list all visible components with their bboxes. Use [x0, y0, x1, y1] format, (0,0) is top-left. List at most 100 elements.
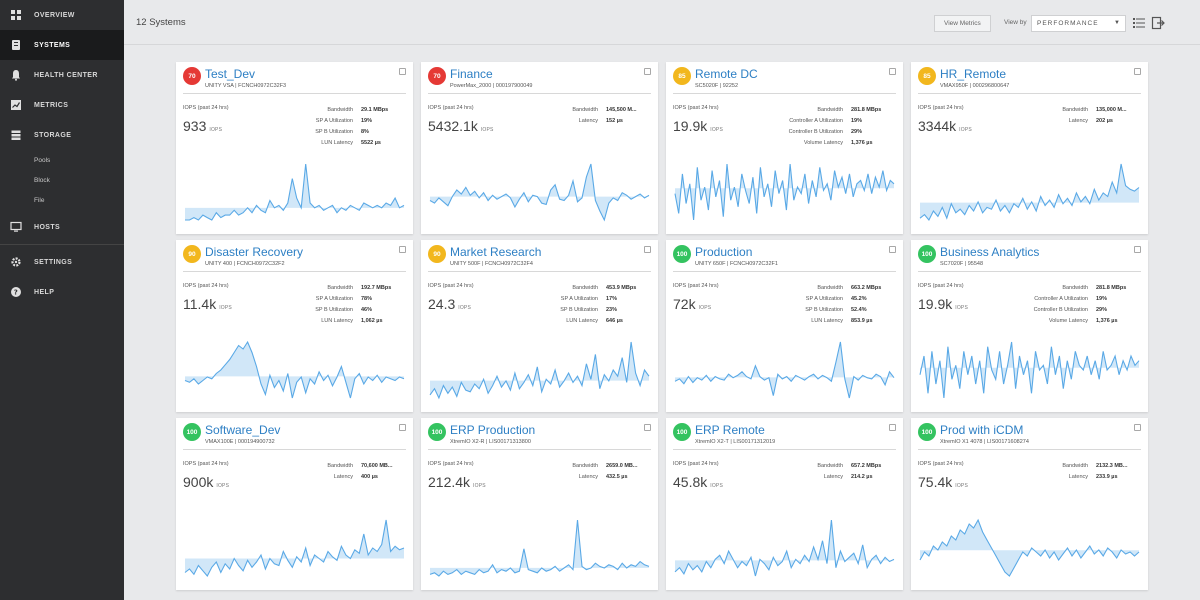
list-view-icon[interactable]	[1132, 16, 1146, 30]
metric-label: SP A Utilization	[315, 295, 353, 302]
nav-item-settings[interactable]: SETTINGS	[0, 247, 124, 277]
health-score-badge: 100	[918, 245, 936, 263]
sparkline-area	[430, 520, 649, 576]
card-divider	[673, 271, 896, 272]
select-checkbox[interactable]	[399, 424, 406, 431]
iops-label: IOPS (past 24 hrs)	[918, 461, 964, 467]
nav-item-systems[interactable]: SYSTEMS	[0, 30, 124, 60]
iops-value: 5432.1k IOPS	[428, 118, 494, 134]
nav-item-label: HELP	[34, 288, 55, 296]
metric-row: Volume Latency 1,376 µs	[1034, 315, 1140, 326]
export-icon[interactable]	[1151, 16, 1165, 30]
nav-subitem-pools[interactable]: Pools	[34, 156, 51, 164]
select-checkbox[interactable]	[1134, 68, 1141, 75]
card-header: 85 Remote DC SC5020F | 92252	[666, 62, 903, 95]
sparkline-line	[674, 341, 895, 399]
iops-number: 45.8k	[673, 474, 708, 490]
system-name-link[interactable]: Software_Dev	[205, 423, 281, 437]
select-checkbox[interactable]	[644, 246, 651, 253]
view-metrics-button[interactable]: View Metrics	[934, 15, 991, 32]
metric-row: Bandwidth 2132.3 MB...	[1062, 460, 1140, 471]
nav-item-hosts[interactable]: HOSTS	[0, 212, 124, 242]
metric-value: 5522 µs	[361, 139, 381, 146]
nav-item-storage[interactable]: STORAGE	[0, 120, 124, 150]
iops-sparkline	[674, 519, 895, 577]
system-card[interactable]: 85 Remote DC SC5020F | 92252 IOPS (past …	[666, 62, 903, 234]
metric-label: Bandwidth	[572, 462, 598, 469]
select-checkbox[interactable]	[399, 246, 406, 253]
system-name-link[interactable]: Remote DC	[695, 67, 758, 81]
metric-value: 1,062 µs	[361, 317, 383, 324]
metric-row: SP B Utilization 8%	[315, 126, 405, 137]
system-card[interactable]: 100 Business Analytics SC7020F | 95548 I…	[911, 240, 1148, 412]
sparkline-line	[919, 163, 1140, 222]
system-name-link[interactable]: Market Research	[450, 245, 542, 259]
metric-value: 2132.3 MB...	[1096, 462, 1128, 469]
metric-row: Bandwidth 281.8 MBps	[789, 104, 895, 115]
nav-subitem-block[interactable]: Block	[34, 176, 50, 184]
card-divider	[918, 449, 1141, 450]
nav-item-overview[interactable]: OVERVIEW	[0, 0, 124, 30]
system-card[interactable]: 90 Market Research UNITY 500F | FCNCH097…	[421, 240, 658, 412]
storage-icon	[10, 129, 22, 141]
metric-value: 46%	[361, 306, 373, 313]
system-name-link[interactable]: ERP Remote	[695, 423, 765, 437]
nav-subitem-file[interactable]: File	[34, 196, 45, 204]
iops-value: 75.4k IOPS	[918, 474, 968, 490]
system-card[interactable]: 70 Test_Dev UNITY VSA | FCNCH0972C32F3 I…	[176, 62, 413, 234]
system-name-link[interactable]: HR_Remote	[940, 67, 1007, 81]
system-name-link[interactable]: Test_Dev	[205, 67, 256, 81]
metric-row: SP B Utilization 23%	[560, 304, 650, 315]
system-card[interactable]: 90 Disaster Recovery UNITY 400 | FCNCH09…	[176, 240, 413, 412]
select-checkbox[interactable]	[1134, 424, 1141, 431]
select-checkbox[interactable]	[399, 68, 406, 75]
metric-value: 453.9 MBps	[606, 284, 637, 291]
nav-item-health-center[interactable]: HEALTH CENTER	[0, 60, 124, 90]
nav-item-metrics[interactable]: METRICS	[0, 90, 124, 120]
iops-sparkline	[184, 340, 405, 399]
nav-item-label: STORAGE	[34, 131, 72, 139]
metric-value: 78%	[361, 295, 373, 302]
system-card[interactable]: 85 HR_Remote VMAX950F | 000296800647 IOP…	[911, 62, 1148, 234]
iops-value: 19.9k IOPS	[918, 296, 968, 312]
system-name-link[interactable]: Production	[695, 245, 753, 259]
system-model: UNITY 400 | FCNCH0972C32F2	[205, 261, 285, 267]
iops-sparkline	[429, 163, 650, 222]
system-card[interactable]: 100 Production UNITY 650F | FCNCH0972C32…	[666, 240, 903, 412]
select-checkbox[interactable]	[644, 68, 651, 75]
system-name-link[interactable]: Disaster Recovery	[205, 245, 304, 259]
metric-value: 1,376 µs	[851, 139, 873, 146]
select-checkbox[interactable]	[889, 246, 896, 253]
card-divider	[428, 93, 651, 94]
system-card[interactable]: 100 Prod with iCDM XtremIO X1 4078 | LIS…	[911, 418, 1148, 590]
metric-row: Volume Latency 1,376 µs	[789, 137, 895, 148]
system-card[interactable]: 100 ERP Remote XtremIO X2-T | LIS0017131…	[666, 418, 903, 590]
system-name-link[interactable]: Business Analytics	[940, 245, 1040, 259]
select-checkbox[interactable]	[889, 424, 896, 431]
system-name-link[interactable]: Prod with iCDM	[940, 423, 1024, 437]
metric-label: Latency	[1068, 117, 1088, 124]
select-checkbox[interactable]	[1134, 246, 1141, 253]
view-by-select[interactable]: PERFORMANCE ▼	[1031, 15, 1126, 32]
select-checkbox[interactable]	[644, 424, 651, 431]
iops-value: 45.8k IOPS	[673, 474, 723, 490]
card-header: 100 Prod with iCDM XtremIO X1 4078 | LIS…	[911, 418, 1148, 451]
metric-label: SP A Utilization	[560, 295, 598, 302]
metric-row: Bandwidth 135,000 M...	[1062, 104, 1140, 115]
system-card[interactable]: 70 Finance PowerMax_2000 | 000197900049 …	[421, 62, 658, 234]
select-checkbox[interactable]	[889, 68, 896, 75]
metric-value: 45.2%	[851, 295, 867, 302]
metric-row: SP B Utilization 46%	[315, 304, 405, 315]
card-header: 90 Disaster Recovery UNITY 400 | FCNCH09…	[176, 240, 413, 273]
card-divider	[183, 271, 406, 272]
nav-item-help[interactable]: ? HELP	[0, 277, 124, 307]
metric-value: 646 µs	[606, 317, 623, 324]
iops-value: 900k IOPS	[183, 474, 229, 490]
system-name-link[interactable]: Finance	[450, 67, 493, 81]
system-card[interactable]: 100 ERP Production XtremIO X2-R | LIS001…	[421, 418, 658, 590]
system-name-link[interactable]: ERP Production	[450, 423, 536, 437]
iops-unit: IOPS	[955, 483, 968, 489]
iops-sparkline	[429, 519, 650, 577]
metric-value: 233.9 µs	[1096, 473, 1118, 480]
system-card[interactable]: 100 Software_Dev VMAX100E | 000194900732…	[176, 418, 413, 590]
